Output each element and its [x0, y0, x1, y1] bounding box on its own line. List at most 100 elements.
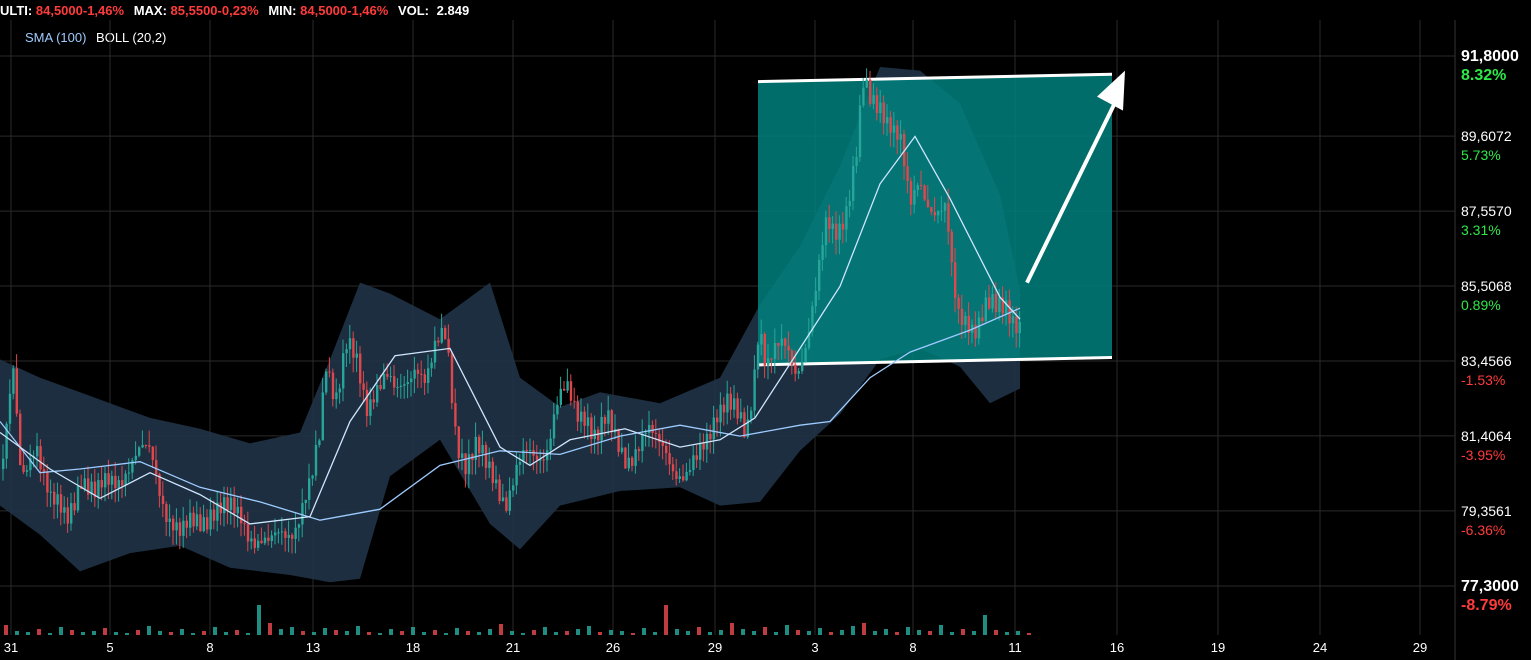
price-tick-label: 81,4064	[1461, 428, 1512, 444]
candle-body	[304, 499, 307, 504]
candle-body	[736, 398, 739, 419]
candle-body	[943, 203, 947, 211]
date-tick-label: 29	[1413, 640, 1427, 655]
candle-body	[631, 457, 634, 466]
volume-bar	[686, 631, 690, 635]
candle-body	[610, 410, 613, 433]
candle-body	[937, 210, 940, 216]
volume-bar	[873, 631, 877, 635]
price-axis: 91,8000 8.32% 89,6072 5.73% 87,5570 3.31% 85,5…	[1461, 48, 1519, 614]
candle-body	[529, 449, 532, 451]
candle-body	[393, 376, 396, 388]
candle-body	[875, 95, 879, 114]
candle-body	[76, 485, 80, 511]
candle-body	[896, 125, 899, 140]
candle-body	[49, 491, 52, 493]
volume-bar	[136, 630, 140, 635]
candle-body	[981, 317, 984, 322]
candle-body	[913, 189, 916, 205]
volume-bar	[807, 631, 811, 635]
candle-body	[161, 495, 165, 505]
volume-bar	[114, 632, 118, 635]
vol-label: VOL:	[397, 3, 430, 18]
candle-body	[1018, 321, 1021, 334]
candle-body	[794, 364, 797, 374]
volume-bar	[642, 628, 646, 635]
candle-body	[763, 333, 766, 366]
candle-body	[219, 502, 222, 514]
boll-indicator-label[interactable]: BOLL (20,2)	[96, 30, 167, 45]
candle-body	[175, 522, 178, 531]
candle-body	[155, 460, 158, 475]
volume-bar	[59, 627, 63, 635]
candle-body	[236, 506, 239, 514]
volume-bar	[345, 631, 349, 635]
candle-body	[297, 524, 301, 528]
candle-body	[661, 441, 664, 446]
candle-body	[818, 259, 821, 291]
candle-body	[634, 449, 637, 466]
last-label: ULTI:	[0, 3, 33, 18]
volume-bar	[257, 605, 261, 635]
candle-body	[274, 532, 277, 536]
max-label: MAX:	[133, 3, 167, 18]
volume-bar	[994, 630, 998, 635]
candle-body	[546, 450, 549, 461]
candle-body	[403, 384, 406, 386]
pct-tick-label: 3.31%	[1461, 222, 1501, 238]
pct-tick-label: 0.89%	[1461, 297, 1501, 313]
candle-body	[678, 476, 681, 479]
candle-body	[719, 404, 722, 423]
candle-body	[63, 507, 66, 513]
candle-body	[165, 504, 168, 522]
volume-bar	[862, 623, 866, 635]
volume-bar	[708, 632, 712, 635]
candle-body	[495, 479, 498, 484]
candle-body	[461, 453, 464, 459]
volume-bar	[290, 627, 294, 635]
candle-body	[335, 392, 338, 400]
date-tick-label: 26	[606, 640, 620, 655]
candle-body	[270, 535, 273, 541]
volume-bar	[180, 629, 184, 635]
candle-body	[22, 465, 25, 472]
candle-body	[46, 471, 49, 493]
boll-middle-line	[0, 135, 1021, 525]
candle-body	[1005, 300, 1008, 314]
volume-bar	[378, 633, 382, 635]
candle-body	[909, 181, 913, 205]
candle-body	[814, 290, 817, 307]
candle-body	[607, 410, 610, 424]
candle-body	[291, 534, 294, 539]
candle-body	[760, 333, 763, 345]
volume-bar	[246, 633, 250, 635]
candle-body	[257, 540, 260, 548]
volume-bar	[400, 631, 404, 635]
candle-body	[12, 368, 15, 394]
candle-body	[906, 166, 909, 182]
candle-body	[682, 476, 685, 481]
candle-body	[246, 523, 250, 542]
candle-body	[756, 344, 760, 370]
vol-value: 2.849	[436, 3, 470, 18]
candle-body	[209, 509, 212, 530]
candle-body	[505, 497, 508, 511]
volume-bar	[367, 632, 371, 635]
candle-body	[620, 447, 624, 452]
trend-arrow	[1025, 70, 1125, 284]
candle-body	[709, 433, 712, 440]
sma-indicator-label[interactable]: SMA (100)	[25, 30, 87, 45]
candle-body	[784, 338, 787, 346]
candle-body	[627, 457, 630, 469]
candle-body	[773, 342, 777, 359]
volume-bar	[818, 628, 822, 635]
candle-body	[556, 404, 559, 415]
candle-body	[396, 387, 399, 389]
price-tick-label: 87,5570	[1461, 203, 1512, 219]
candle-body	[389, 376, 392, 378]
candle-body	[882, 102, 885, 124]
volume-bar	[279, 629, 283, 635]
candle-body	[379, 385, 382, 389]
candle-body	[240, 506, 243, 524]
